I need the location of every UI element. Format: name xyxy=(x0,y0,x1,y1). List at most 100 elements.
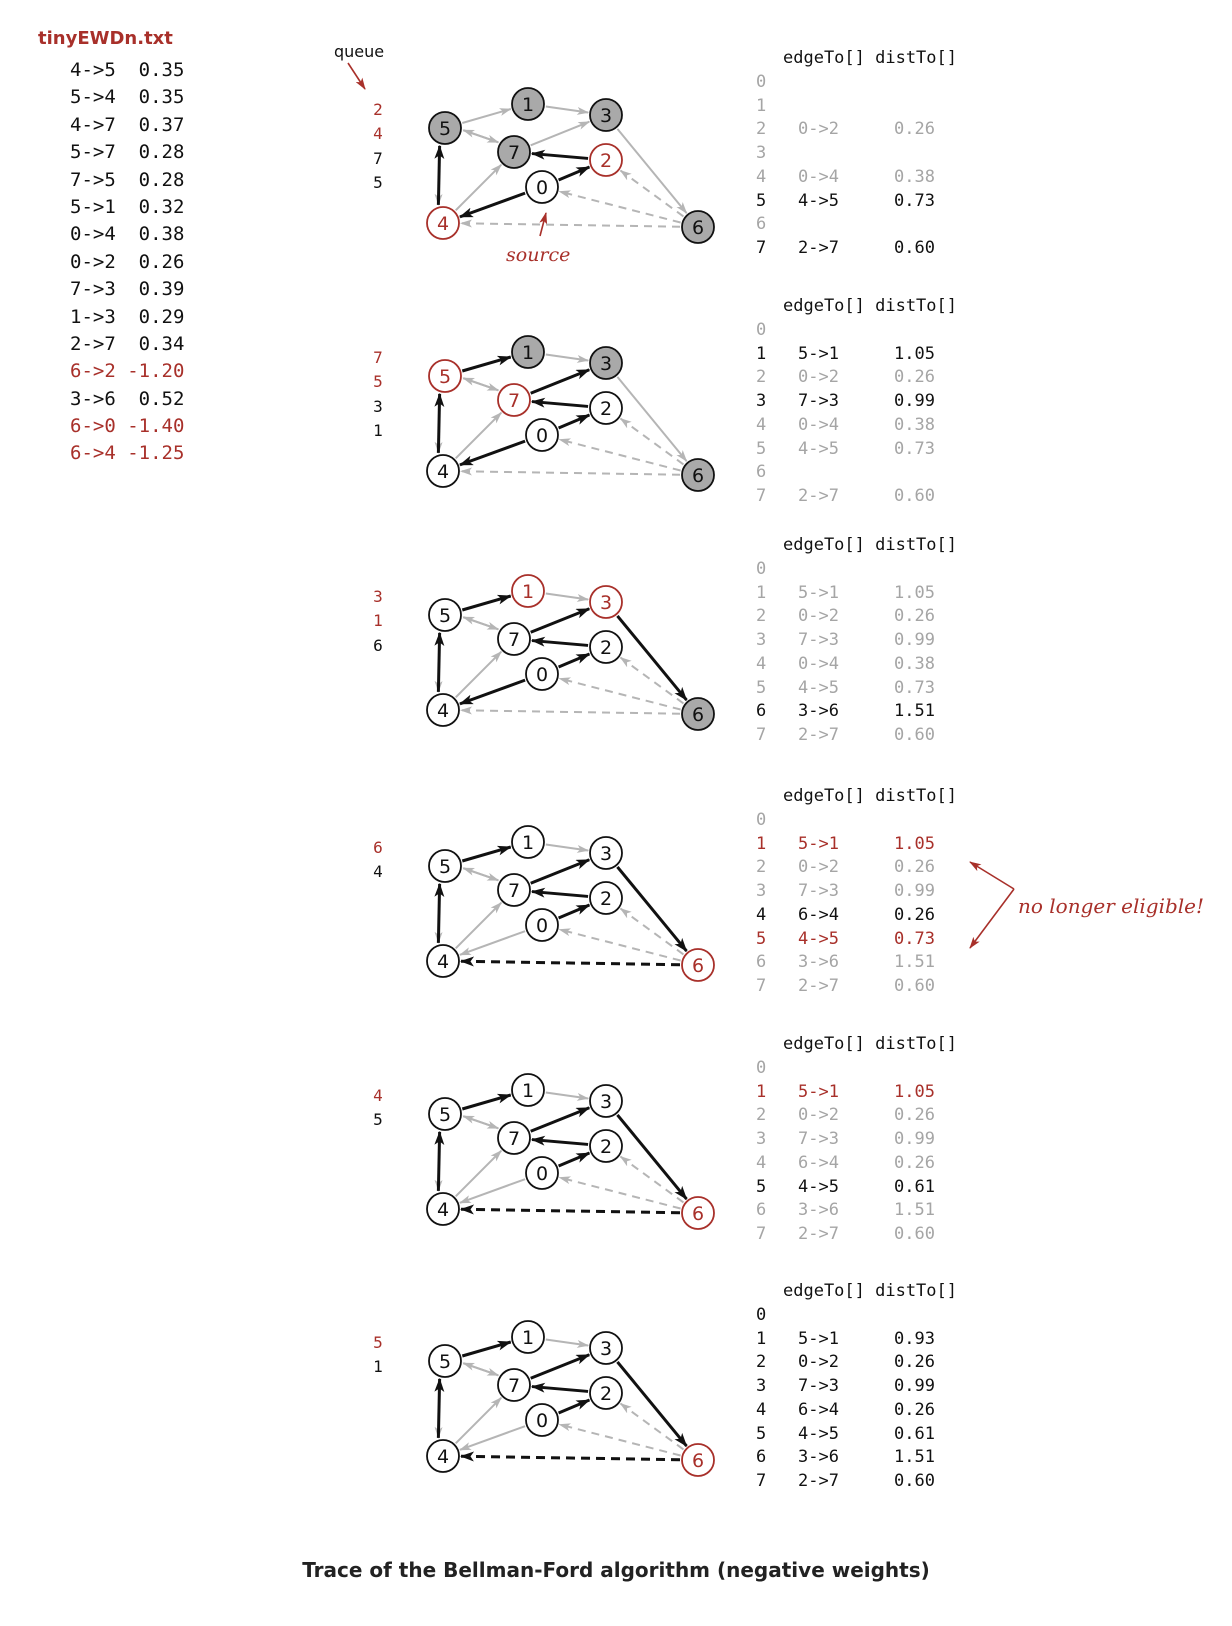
table-cell-dist: 1.51 xyxy=(894,701,935,722)
vertex-0 xyxy=(525,418,559,452)
edge-6-2 xyxy=(619,907,685,956)
table-cell-dist: 0.38 xyxy=(894,414,935,435)
table-cell-dist: 1.51 xyxy=(894,1447,935,1468)
vertex-7 xyxy=(497,383,531,417)
vertex-label: 0 xyxy=(536,425,548,447)
vertex-label: 0 xyxy=(536,177,548,199)
figure-caption: Trace of the Bellman-Ford algorithm (neg… xyxy=(302,1558,930,1582)
table-cell-dist: 0.99 xyxy=(894,1129,935,1150)
queue-item: 2 xyxy=(373,100,383,119)
table-cell-edge: 0->2 xyxy=(798,119,839,140)
edge-4-7 xyxy=(455,651,502,698)
queue-pointer-arrow xyxy=(347,62,366,90)
table-row: 5 4->5 0.73 xyxy=(756,189,986,214)
table-row: 2 0->2 0.26 xyxy=(756,1103,986,1128)
edge-0-4 xyxy=(458,191,526,219)
queue-item: 6 xyxy=(373,635,383,655)
table-cell-idx: 5 xyxy=(756,677,767,698)
vertex-6 xyxy=(681,1443,715,1477)
table-cell-dist: 0.26 xyxy=(894,367,935,388)
trace-table: edgeTo[] distTo[] 0 1 2 0->2 0.26 3 4 0->4 0.38 5 4… xyxy=(756,48,986,268)
table-cell-idx: 7 xyxy=(756,237,767,258)
table-cell-edge: 5->1 xyxy=(798,1328,839,1349)
table-cell-edge: 2->7 xyxy=(798,485,839,506)
vertex-7 xyxy=(497,873,531,907)
queue-item: 5 xyxy=(373,1333,383,1352)
vertex-label: 1 xyxy=(522,1327,534,1349)
table-cell-dist: 0.73 xyxy=(894,928,935,949)
table-cell-edge: 5->1 xyxy=(798,343,839,364)
vertex-5 xyxy=(428,111,462,145)
vertex-label: 5 xyxy=(439,1351,451,1373)
table-header: edgeTo[] distTo[] xyxy=(783,535,957,555)
table-cell-dist: 0.60 xyxy=(894,237,935,258)
vertex-1 xyxy=(511,825,545,859)
table-row: 7 2->7 0.60 xyxy=(756,484,986,509)
vertex-label: 7 xyxy=(508,880,520,902)
edge-6-0 xyxy=(558,190,681,224)
edge-list-row: 1->3 0.29 xyxy=(70,305,185,328)
table-cell-edge: 0->2 xyxy=(798,1352,839,1373)
vertex-label: 2 xyxy=(600,888,612,910)
vertex-3 xyxy=(589,346,623,380)
table-row: 2 0->2 0.26 xyxy=(756,365,986,390)
edge-6-2 xyxy=(619,417,685,466)
table-cell-idx: 3 xyxy=(756,1129,767,1150)
vertex-0 xyxy=(525,170,559,204)
table-cell-idx: 5 xyxy=(756,190,767,211)
table-row: 4 0->4 0.38 xyxy=(756,652,986,677)
edge-4-5 xyxy=(434,392,445,453)
table-cell-edge: 6->4 xyxy=(798,1399,839,1420)
edge-list-row: 2->7 0.34 xyxy=(70,332,185,355)
vertex-3 xyxy=(589,836,623,870)
table-cell-dist: 0.38 xyxy=(894,166,935,187)
edge-6-0 xyxy=(558,438,681,472)
edge-1-3 xyxy=(545,1091,590,1101)
trace-table: edgeTo[] distTo[] 0 1 5->1 1.05 2 0->2 0.26 3 7->… xyxy=(756,786,986,1006)
table-cell-idx: 7 xyxy=(756,485,767,506)
queue-item: 1 xyxy=(373,611,383,631)
table-row: 4 0->4 0.38 xyxy=(756,413,986,438)
table-cell-dist: 0.60 xyxy=(894,1223,935,1244)
edge-list-row: 0->2 0.26 xyxy=(70,250,185,273)
table-cell-dist: 0.26 xyxy=(894,119,935,140)
vertex-label: 2 xyxy=(600,1383,612,1405)
edge-0-2 xyxy=(558,413,591,430)
vertex-label: 7 xyxy=(508,629,520,651)
table-cell-idx: 0 xyxy=(756,320,767,340)
vertex-2 xyxy=(589,630,623,664)
table-cell-edge: 0->2 xyxy=(798,857,839,878)
edge-7-5 xyxy=(462,129,499,144)
table-cell-dist: 0.60 xyxy=(894,1470,935,1491)
vertex-5 xyxy=(428,1097,462,1131)
vertex-7 xyxy=(497,1368,531,1402)
edge-7-3 xyxy=(530,1106,591,1133)
table-cell-idx: 3 xyxy=(756,630,767,651)
table-row: 3 xyxy=(756,141,986,166)
edge-list-row: 5->1 0.32 xyxy=(70,195,185,218)
table-row: 0 xyxy=(756,1056,986,1081)
edge-6-4 xyxy=(459,1451,681,1462)
source-pointer-arrow xyxy=(539,212,548,237)
table-row: 6 xyxy=(756,460,986,485)
table-cell-idx: 5 xyxy=(756,1176,767,1197)
table-cell-idx: 6 xyxy=(756,952,767,973)
vertex-3 xyxy=(589,1331,623,1365)
edge-0-2 xyxy=(558,903,591,920)
table-cell-idx: 2 xyxy=(756,1105,767,1126)
vertex-6 xyxy=(681,210,715,244)
edge-2-7 xyxy=(530,887,589,898)
edge-0-2 xyxy=(558,1151,591,1168)
vertex-label: 3 xyxy=(600,353,612,375)
table-cell-idx: 2 xyxy=(756,367,767,388)
edge-list-row: 6->2 -1.20 xyxy=(70,360,185,383)
edge-2-7 xyxy=(530,1135,589,1146)
vertex-label: 0 xyxy=(536,1410,548,1432)
queue-item: 5 xyxy=(373,172,383,192)
table-cell-edge: 0->2 xyxy=(798,1105,839,1126)
vertex-label: 1 xyxy=(522,94,534,116)
trace-table: edgeTo[] distTo[] 0 1 5->1 0.93 2 0->2 0.26 3 7->… xyxy=(756,1281,986,1501)
edge-list-row: 5->7 0.28 xyxy=(70,141,185,164)
table-cell-dist: 0.26 xyxy=(894,904,935,925)
edge-list-row: 7->5 0.28 xyxy=(70,168,185,191)
